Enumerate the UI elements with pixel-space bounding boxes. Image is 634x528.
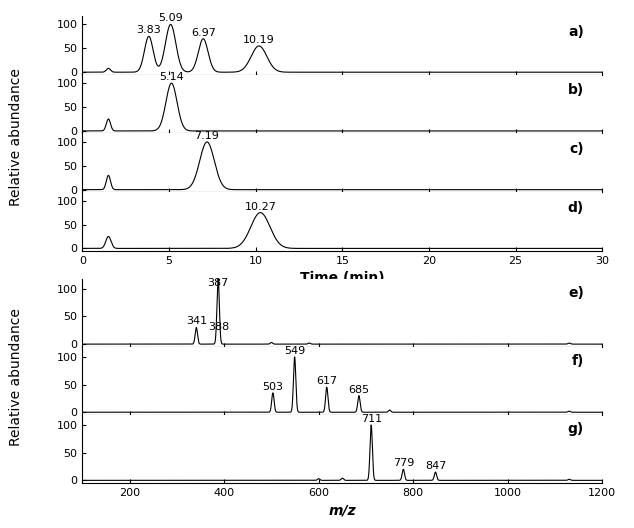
Text: 3.83: 3.83 <box>136 25 161 35</box>
X-axis label: m/z: m/z <box>328 504 356 517</box>
Text: 7.19: 7.19 <box>195 131 219 141</box>
Text: 847: 847 <box>425 461 446 471</box>
Text: 711: 711 <box>361 414 382 424</box>
Text: 10.19: 10.19 <box>243 35 275 45</box>
Text: 387: 387 <box>207 278 229 288</box>
X-axis label: Time (min): Time (min) <box>300 271 385 285</box>
Text: d): d) <box>568 201 584 215</box>
Text: 5.09: 5.09 <box>158 14 183 23</box>
Text: 10.27: 10.27 <box>245 202 276 212</box>
Text: g): g) <box>568 422 584 436</box>
Text: Relative abundance: Relative abundance <box>9 68 23 206</box>
Text: a): a) <box>568 25 584 39</box>
Text: c): c) <box>569 142 584 156</box>
Text: 549: 549 <box>284 346 305 356</box>
Text: e): e) <box>568 286 584 299</box>
Text: 341: 341 <box>186 316 207 326</box>
Text: f): f) <box>572 354 584 367</box>
Text: 388: 388 <box>208 322 229 332</box>
Text: 5.14: 5.14 <box>159 72 184 82</box>
Text: 685: 685 <box>348 384 370 394</box>
Text: 6.97: 6.97 <box>191 28 216 38</box>
Text: 617: 617 <box>316 376 337 386</box>
Text: 779: 779 <box>392 458 414 468</box>
Text: b): b) <box>568 83 584 97</box>
Text: Relative abundance: Relative abundance <box>9 308 23 447</box>
Text: 503: 503 <box>262 382 283 392</box>
